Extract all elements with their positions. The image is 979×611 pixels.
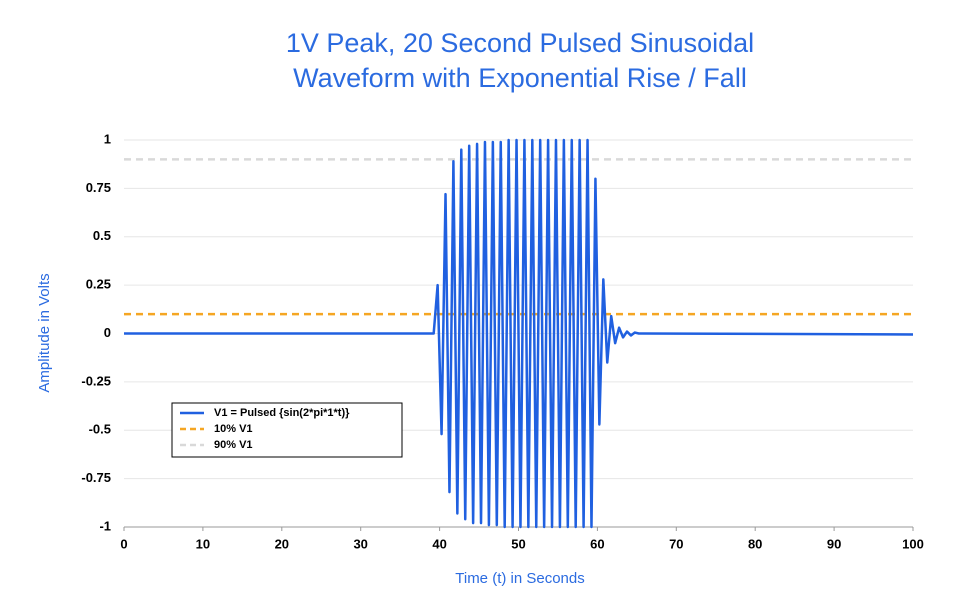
legend-box [171, 402, 403, 458]
y-tick-label: -0.5 [89, 422, 111, 437]
y-tick-label: 0.25 [86, 277, 111, 292]
legend-label: 90% V1 [214, 439, 253, 451]
x-axis-label: Time (t) in Seconds [455, 570, 585, 587]
y-tick-label: 0.75 [86, 180, 111, 195]
x-tick-label: 10 [196, 536, 210, 551]
x-tick-label: 50 [511, 536, 525, 551]
x-tick-label: 0 [120, 536, 127, 551]
legend-label: 10% V1 [214, 423, 253, 435]
y-tick-label: 0 [104, 325, 111, 340]
y-axis-label: Amplitude in Volts [36, 273, 53, 392]
y-tick-label: 1 [104, 131, 111, 146]
x-tick-label: 40 [432, 536, 446, 551]
y-tick-label: -1 [99, 518, 111, 533]
x-tick-label: 30 [353, 536, 367, 551]
x-tick-label: 90 [827, 536, 841, 551]
x-tick-label: 70 [669, 536, 683, 551]
x-tick-label: 100 [902, 536, 924, 551]
x-tick-label: 80 [748, 536, 762, 551]
chart-subtitle: Waveform with Exponential Rise / Fall [293, 63, 747, 93]
x-tick-label: 20 [275, 536, 289, 551]
series-line [124, 138, 914, 529]
legend-label: V1 = Pulsed {sin(2*pi*1*t)} [214, 407, 350, 419]
y-tick-label: 0.5 [93, 228, 111, 243]
y-tick-label: -0.25 [81, 373, 111, 388]
x-tick-label: 60 [590, 536, 604, 551]
y-tick-label: -0.75 [81, 470, 111, 485]
chart-title: 1V Peak, 20 Second Pulsed Sinusoidal [286, 28, 754, 58]
